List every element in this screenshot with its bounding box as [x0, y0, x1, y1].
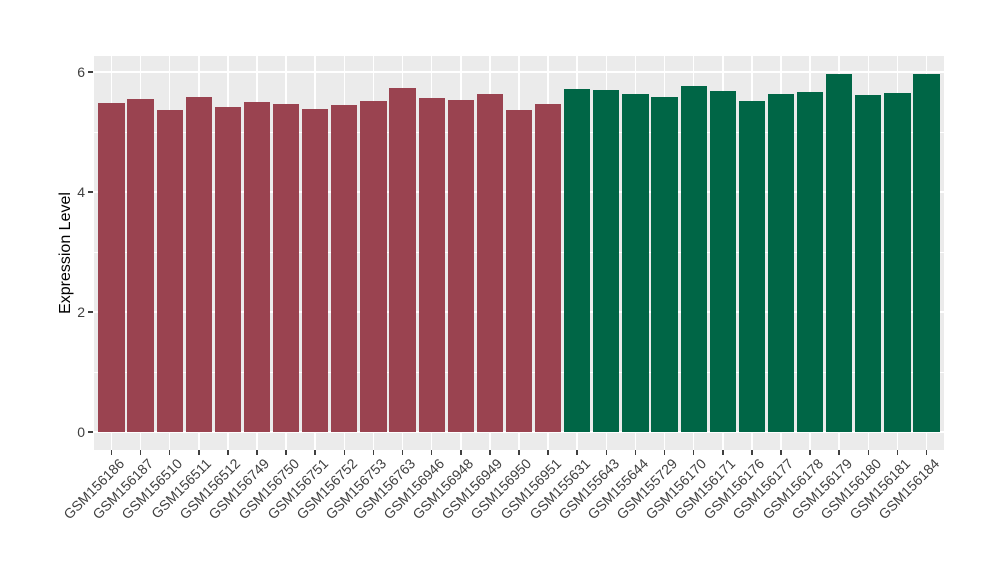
bar — [593, 90, 620, 432]
bar — [855, 94, 882, 432]
bar — [767, 94, 795, 432]
x-tick-mark — [547, 450, 549, 455]
bar — [418, 97, 445, 432]
plot-panel — [94, 56, 944, 450]
x-tick-mark — [605, 450, 608, 455]
bar — [156, 109, 183, 432]
bar — [360, 101, 387, 432]
bar — [214, 106, 241, 432]
bar — [622, 93, 649, 432]
x-tick-mark — [692, 450, 695, 455]
x-tick-mark — [518, 450, 520, 455]
y-tick-label: 2 — [77, 304, 85, 320]
bar — [243, 102, 271, 432]
y-tick-mark — [88, 191, 93, 193]
bar — [738, 100, 765, 432]
bar — [127, 99, 154, 432]
x-tick-mark — [925, 450, 928, 455]
y-tick-label: 4 — [77, 184, 85, 200]
x-tick-mark — [227, 450, 229, 455]
x-tick-mark — [139, 450, 142, 455]
x-tick-mark — [663, 450, 666, 455]
x-tick-mark — [721, 450, 724, 455]
x-tick-mark — [459, 450, 462, 455]
y-tick-mark — [88, 311, 93, 313]
x-tick-mark — [751, 450, 753, 455]
bar — [476, 93, 503, 432]
x-tick-mark — [430, 450, 433, 455]
x-tick-mark — [809, 450, 811, 455]
bar — [98, 102, 125, 432]
y-tick-label: 6 — [77, 64, 85, 80]
x-tick-mark — [110, 450, 113, 455]
bar — [302, 108, 329, 432]
bar — [913, 74, 940, 432]
x-tick-mark — [896, 450, 899, 455]
x-tick-mark — [401, 450, 404, 455]
x-tick-mark — [489, 450, 491, 455]
bar — [535, 103, 562, 432]
y-tick-mark — [88, 71, 93, 73]
bar — [185, 97, 212, 432]
bar — [709, 90, 736, 432]
x-tick-mark — [285, 450, 287, 455]
x-tick-mark — [343, 450, 346, 455]
y-tick-mark — [88, 431, 93, 433]
bar — [826, 74, 853, 432]
bar — [680, 86, 707, 432]
bar — [651, 97, 678, 432]
bar — [884, 93, 911, 432]
y-tick-label: 0 — [77, 424, 85, 440]
x-tick-mark — [780, 450, 782, 455]
x-tick-mark — [168, 450, 171, 455]
bar — [389, 88, 416, 432]
y-axis-title: Expression Level — [57, 192, 74, 314]
x-tick-mark — [576, 450, 578, 455]
bar — [564, 88, 591, 432]
x-tick-mark — [634, 450, 637, 455]
bar — [796, 91, 824, 432]
bar — [273, 104, 300, 432]
x-tick-mark — [197, 450, 200, 455]
bar — [447, 100, 474, 432]
x-tick-mark — [256, 450, 258, 455]
x-tick-mark — [372, 450, 375, 455]
bar — [331, 105, 358, 432]
x-tick-mark — [838, 450, 840, 455]
x-tick-mark — [867, 450, 870, 455]
bar — [505, 110, 533, 432]
x-tick-mark — [314, 450, 317, 455]
